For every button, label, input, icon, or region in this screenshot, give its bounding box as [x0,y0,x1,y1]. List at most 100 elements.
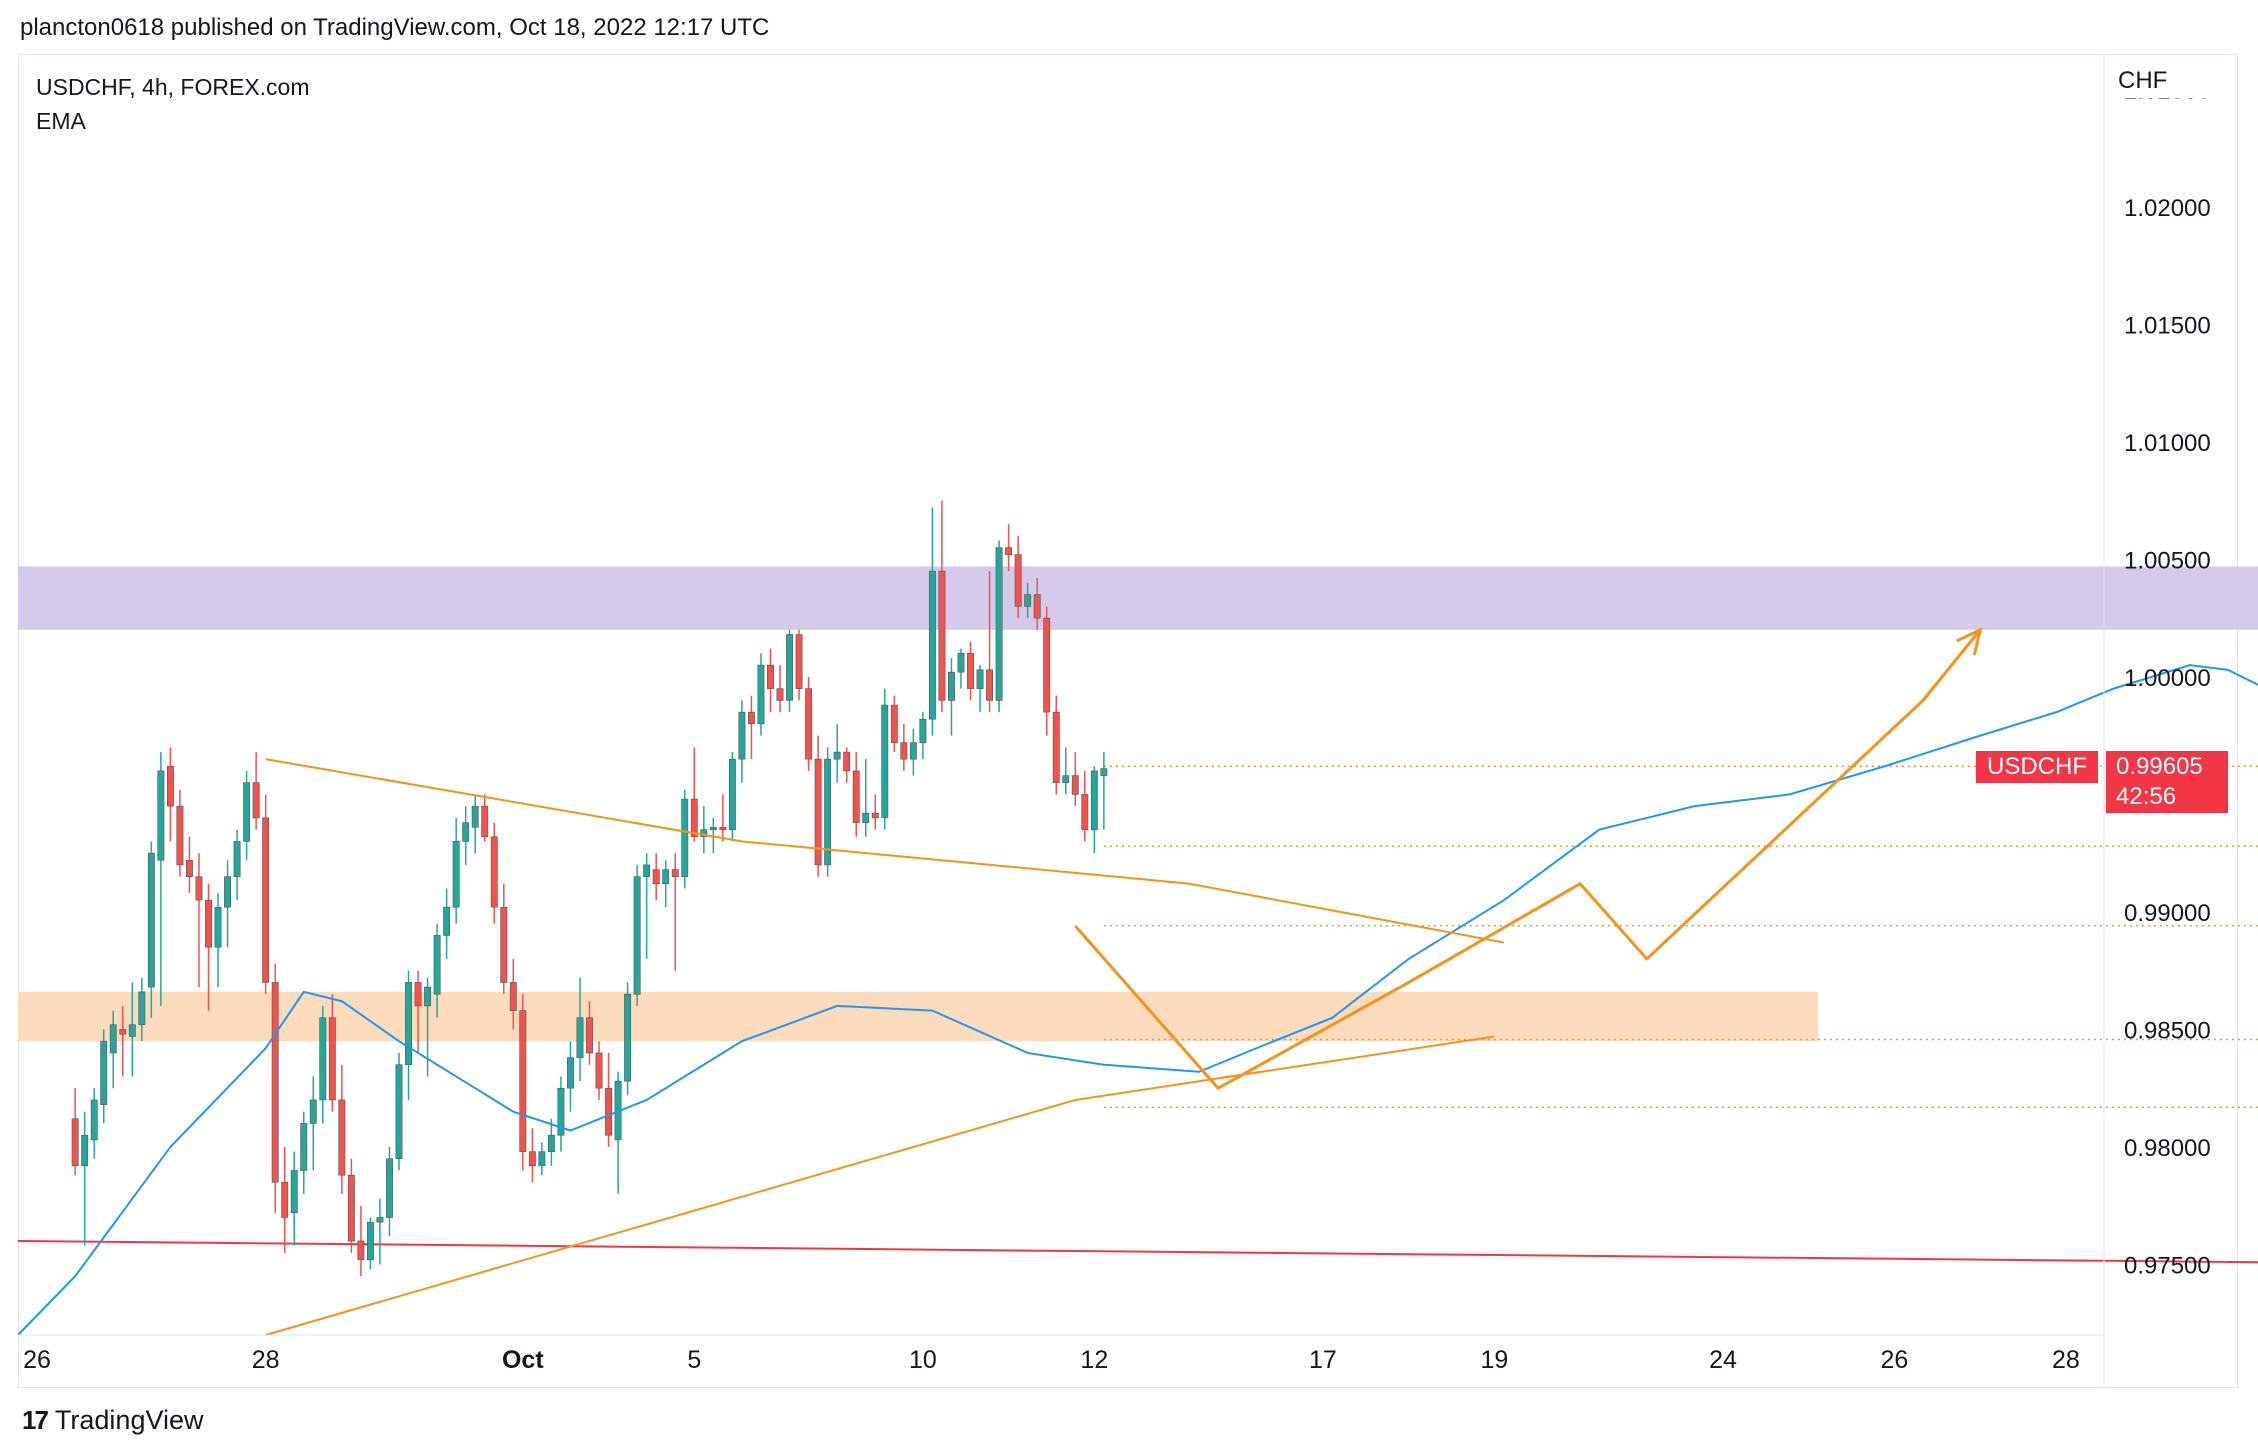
resistance-zone[interactable] [18,566,2258,630]
candle-body[interactable] [186,859,193,877]
candle-body[interactable] [366,1221,374,1261]
candle-body[interactable] [976,669,984,689]
candle-body[interactable] [805,688,813,760]
candle-body[interactable] [300,1123,308,1171]
candle-body[interactable] [938,570,946,701]
candle-body[interactable] [243,782,251,842]
candle-body[interactable] [233,841,241,877]
candle-body[interactable] [567,1057,574,1089]
candle-body[interactable] [948,671,955,701]
candle-body[interactable] [462,822,470,842]
candle-body[interactable] [709,827,717,830]
candle-body[interactable] [595,1052,603,1089]
candle-body[interactable] [833,751,841,760]
candle-body[interactable] [205,899,212,948]
candle-body[interactable] [166,765,174,807]
candle-body[interactable] [786,634,793,701]
triangle-upper-line[interactable] [265,758,1505,944]
candle-body[interactable] [109,1024,117,1054]
candle-body[interactable] [357,1240,365,1261]
candle-body[interactable] [690,798,698,838]
candle-body[interactable] [986,669,994,701]
candle-body[interactable] [338,1099,346,1176]
candle-body[interactable] [814,758,822,866]
candle-body[interactable] [424,986,432,1007]
candle-body[interactable] [147,852,155,988]
candle-body[interactable] [633,876,641,995]
candle-body[interactable] [576,1017,584,1058]
candle-body[interactable] [71,1118,79,1167]
candle-body[interactable] [624,993,632,1082]
candle-body[interactable] [452,841,460,908]
candle-body[interactable] [586,1017,593,1054]
candle-body[interactable] [843,751,851,772]
candle-body[interactable] [1090,770,1098,830]
candle-body[interactable] [138,991,146,1026]
candle-body[interactable] [900,742,908,760]
candle-body[interactable] [319,1017,327,1101]
candle-body[interactable] [909,742,917,760]
candle-body[interactable] [1052,711,1060,783]
candle-body[interactable] [681,798,689,877]
candle-body[interactable] [309,1099,317,1124]
candle-body[interactable] [100,1040,108,1105]
candle-body[interactable] [871,812,879,819]
candle-body[interactable] [757,664,765,725]
candle-body[interactable] [395,1064,403,1160]
candle-body[interactable] [538,1151,546,1167]
support-trendline[interactable] [17,1239,2258,1269]
candle-body[interactable] [214,906,222,948]
candle-body[interactable] [376,1217,384,1223]
candle-body[interactable] [1081,794,1089,830]
candle-body[interactable] [81,1134,89,1167]
candle-body[interactable] [957,653,965,673]
candle-body[interactable] [386,1158,393,1218]
candle-body[interactable] [1005,547,1013,555]
candle-body[interactable] [547,1134,555,1152]
candle-body[interactable] [433,935,441,995]
candle-body[interactable] [928,570,936,720]
candle-body[interactable] [328,1017,336,1101]
candle-body[interactable] [195,876,203,901]
candle-body[interactable] [271,982,279,1183]
candle-body[interactable] [881,704,889,819]
candle-body[interactable] [500,906,508,983]
candle-body[interactable] [824,758,832,866]
candle-body[interactable] [119,1029,127,1035]
candle-body[interactable] [176,805,184,866]
candle-body[interactable] [281,1181,289,1218]
candle-body[interactable] [405,982,412,1065]
candle-body[interactable] [662,869,670,885]
candle-body[interactable] [490,836,498,908]
candle-body[interactable] [1014,554,1022,607]
candle-body[interactable] [528,1151,536,1167]
candle-body[interactable] [747,711,755,725]
candle-body[interactable] [128,1024,136,1037]
candle-body[interactable] [519,1010,527,1152]
candle-body[interactable] [157,770,165,861]
candle-body[interactable] [347,1174,355,1242]
candle-body[interactable] [719,827,727,830]
candle-body[interactable] [471,805,479,828]
candle-body[interactable] [700,829,708,838]
candle-body[interactable] [290,1170,298,1214]
candle-body[interactable] [224,876,231,908]
candle-body[interactable] [1024,594,1032,607]
candle-body[interactable] [1071,775,1079,795]
candle-body[interactable] [890,704,898,743]
candle-body[interactable] [795,634,803,689]
candle-body[interactable] [509,982,517,1011]
support-zone[interactable] [18,991,1819,1042]
candle-body[interactable] [862,812,870,823]
candle-body[interactable] [481,805,489,838]
candle-body[interactable] [767,664,774,689]
candle-body[interactable] [967,653,974,689]
candle-body[interactable] [995,547,1003,701]
candle-body[interactable] [90,1099,98,1141]
candle-body[interactable] [652,869,660,885]
candle-body[interactable] [252,782,260,819]
candle-body[interactable] [671,869,679,877]
candle-body[interactable] [414,982,422,1007]
candle-body[interactable] [1100,768,1108,776]
ema-line[interactable] [17,664,2258,1336]
